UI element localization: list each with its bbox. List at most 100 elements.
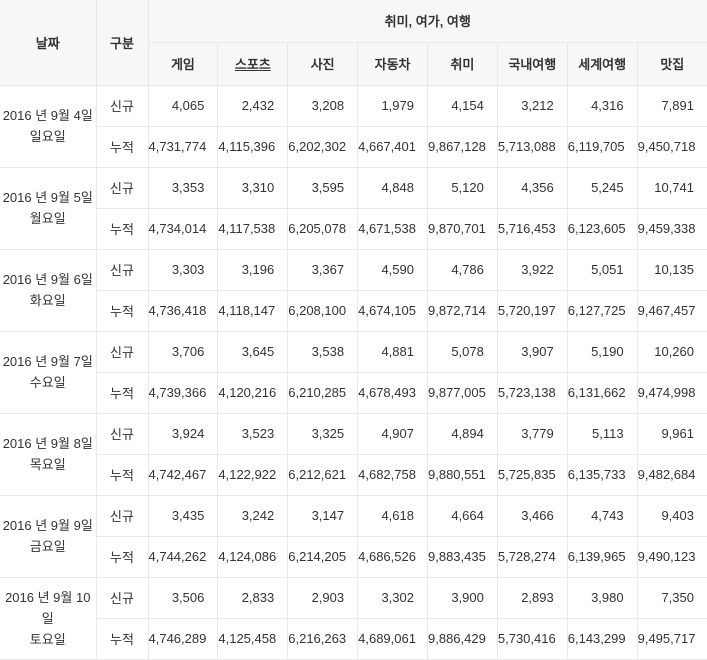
value-cell: 6,208,100 [287, 289, 359, 332]
table-body: 2016 년 9월 4일 일요일 신규 4,065 2,432 3,208 1,979 4,1… [0, 84, 707, 660]
value-cell: 3,645 [217, 330, 289, 373]
table-row: 2016 년 9월 5일 월요일 신규 3,353 3,310 3,595 4,848 5,1… [0, 166, 707, 250]
value-cell: 4,065 [147, 84, 219, 127]
column-header[interactable]: 맛집 [636, 41, 707, 86]
value-cell: 4,881 [357, 330, 428, 373]
value-cell: 6,139,965 [566, 535, 638, 578]
value-cell: 4,154 [427, 84, 498, 127]
value-cell: 3,353 [147, 166, 219, 209]
column-header[interactable]: 사진 [287, 41, 359, 86]
value-cell: 5,716,453 [496, 207, 568, 250]
subheader-row: 게임 스포츠 사진 자동차 취미 국내여행 세계여행 맛집 [0, 41, 707, 86]
weekday-text: 토요일 [29, 631, 66, 647]
value-cell: 4,689,061 [357, 617, 428, 660]
header-group-title: 취미, 여가, 여행 [147, 0, 707, 43]
value-cell: 4,682,758 [357, 453, 428, 496]
value-cell: 4,731,774 [147, 125, 219, 168]
value-cell: 4,907 [357, 412, 428, 455]
value-cell: 5,723,138 [496, 371, 568, 414]
table-row: 2016 년 9월 4일 일요일 신규 4,065 2,432 3,208 1,979 4,1… [0, 84, 707, 168]
value-cell: 3,980 [566, 576, 638, 619]
value-cell: 3,506 [147, 576, 219, 619]
value-cell: 5,728,274 [496, 535, 568, 578]
table-row: 2016 년 9월 6일 화요일 신규 3,303 3,196 3,367 4,590 4,7… [0, 248, 707, 332]
value-cell: 5,120 [427, 166, 498, 209]
table-row: 2016 년 9월 8일 목요일 신규 3,924 3,523 3,325 4,907 4,8… [0, 412, 707, 496]
value-cell: 9,870,701 [427, 207, 498, 250]
value-cell: 4,664 [427, 494, 498, 537]
value-cell: 5,713,088 [496, 125, 568, 168]
value-cell: 5,051 [566, 248, 638, 291]
value-cell: 9,467,457 [636, 289, 707, 332]
value-cell: 4,117,538 [217, 207, 289, 250]
value-cell: 4,848 [357, 166, 428, 209]
value-cell: 3,924 [147, 412, 219, 455]
column-header[interactable]: 세계여행 [566, 41, 638, 86]
weekday-text: 일요일 [29, 129, 66, 144]
value-cell: 9,877,005 [427, 371, 498, 414]
value-cell: 9,403 [636, 494, 707, 537]
table-row: 누적 4,736,418 4,118,147 6,208,100 4,674,105 9,… [0, 289, 707, 332]
row-type-cell: 신규 [95, 248, 149, 291]
value-cell: 4,739,366 [147, 371, 219, 414]
value-cell: 6,205,078 [287, 207, 359, 250]
value-cell: 5,730,416 [496, 617, 568, 660]
value-cell: 4,742,467 [147, 453, 219, 496]
value-cell: 4,671,538 [357, 207, 428, 250]
date-text: 2016 년 9월 7일 [2, 354, 93, 369]
value-cell: 9,482,684 [636, 453, 707, 496]
column-header[interactable]: 취미 [427, 41, 498, 86]
value-cell: 4,124,086 [217, 535, 289, 578]
column-header[interactable]: 국내여행 [496, 41, 568, 86]
value-cell: 4,674,105 [357, 289, 428, 332]
value-cell: 3,435 [147, 494, 219, 537]
table-row: 누적 4,739,366 4,120,216 6,210,285 4,678,493 9,… [0, 371, 707, 414]
row-type-cell: 누적 [95, 371, 149, 414]
value-cell: 3,922 [496, 248, 568, 291]
value-cell: 6,131,662 [566, 371, 638, 414]
value-cell: 3,900 [427, 576, 498, 619]
value-cell: 3,310 [217, 166, 289, 209]
column-header[interactable]: 게임 [147, 41, 219, 86]
value-cell: 4,894 [427, 412, 498, 455]
value-cell: 3,147 [287, 494, 359, 537]
value-cell: 4,734,014 [147, 207, 219, 250]
weekday-text: 수요일 [29, 375, 66, 390]
header-date: 날짜 [0, 0, 97, 86]
value-cell: 6,119,705 [566, 125, 638, 168]
weekday-text: 화요일 [29, 293, 66, 308]
value-cell: 3,302 [357, 576, 428, 619]
value-cell: 9,961 [636, 412, 707, 455]
value-cell: 5,113 [566, 412, 638, 455]
value-cell: 5,725,835 [496, 453, 568, 496]
value-cell: 9,886,429 [427, 617, 498, 660]
value-cell: 6,210,285 [287, 371, 359, 414]
column-header[interactable]: 스포츠 [217, 41, 289, 86]
date-text: 2016 년 9월 6일 [2, 272, 93, 287]
date-text: 2016 년 9월 5일 [2, 190, 93, 205]
value-cell: 9,867,128 [427, 125, 498, 168]
value-cell: 9,459,338 [636, 207, 707, 250]
date-text: 2016 년 9월 4일 [2, 108, 93, 123]
value-cell: 3,595 [287, 166, 359, 209]
weekday-text: 금요일 [29, 539, 66, 554]
table-row: 2016 년 9월 9일 금요일 신규 3,435 3,242 3,147 4,618 4,6… [0, 494, 707, 578]
row-type-cell: 신규 [95, 412, 149, 455]
value-cell: 6,123,605 [566, 207, 638, 250]
value-cell: 10,260 [636, 330, 707, 373]
value-cell: 3,907 [496, 330, 568, 373]
value-cell: 2,903 [287, 576, 359, 619]
table-row: 누적 4,742,467 4,122,922 6,212,621 4,682,758 9,… [0, 453, 707, 496]
value-cell: 4,618 [357, 494, 428, 537]
column-header[interactable]: 자동차 [357, 41, 428, 86]
table-row: 누적 4,746,289 4,125,458 6,216,263 4,689,061 9,… [0, 617, 707, 660]
value-cell: 3,325 [287, 412, 359, 455]
row-type-cell: 누적 [95, 535, 149, 578]
value-cell: 6,212,621 [287, 453, 359, 496]
value-cell: 4,120,216 [217, 371, 289, 414]
value-cell: 5,720,197 [496, 289, 568, 332]
value-cell: 6,143,299 [566, 617, 638, 660]
table-row: 누적 4,734,014 4,117,538 6,205,078 4,671,538 9,… [0, 207, 707, 250]
